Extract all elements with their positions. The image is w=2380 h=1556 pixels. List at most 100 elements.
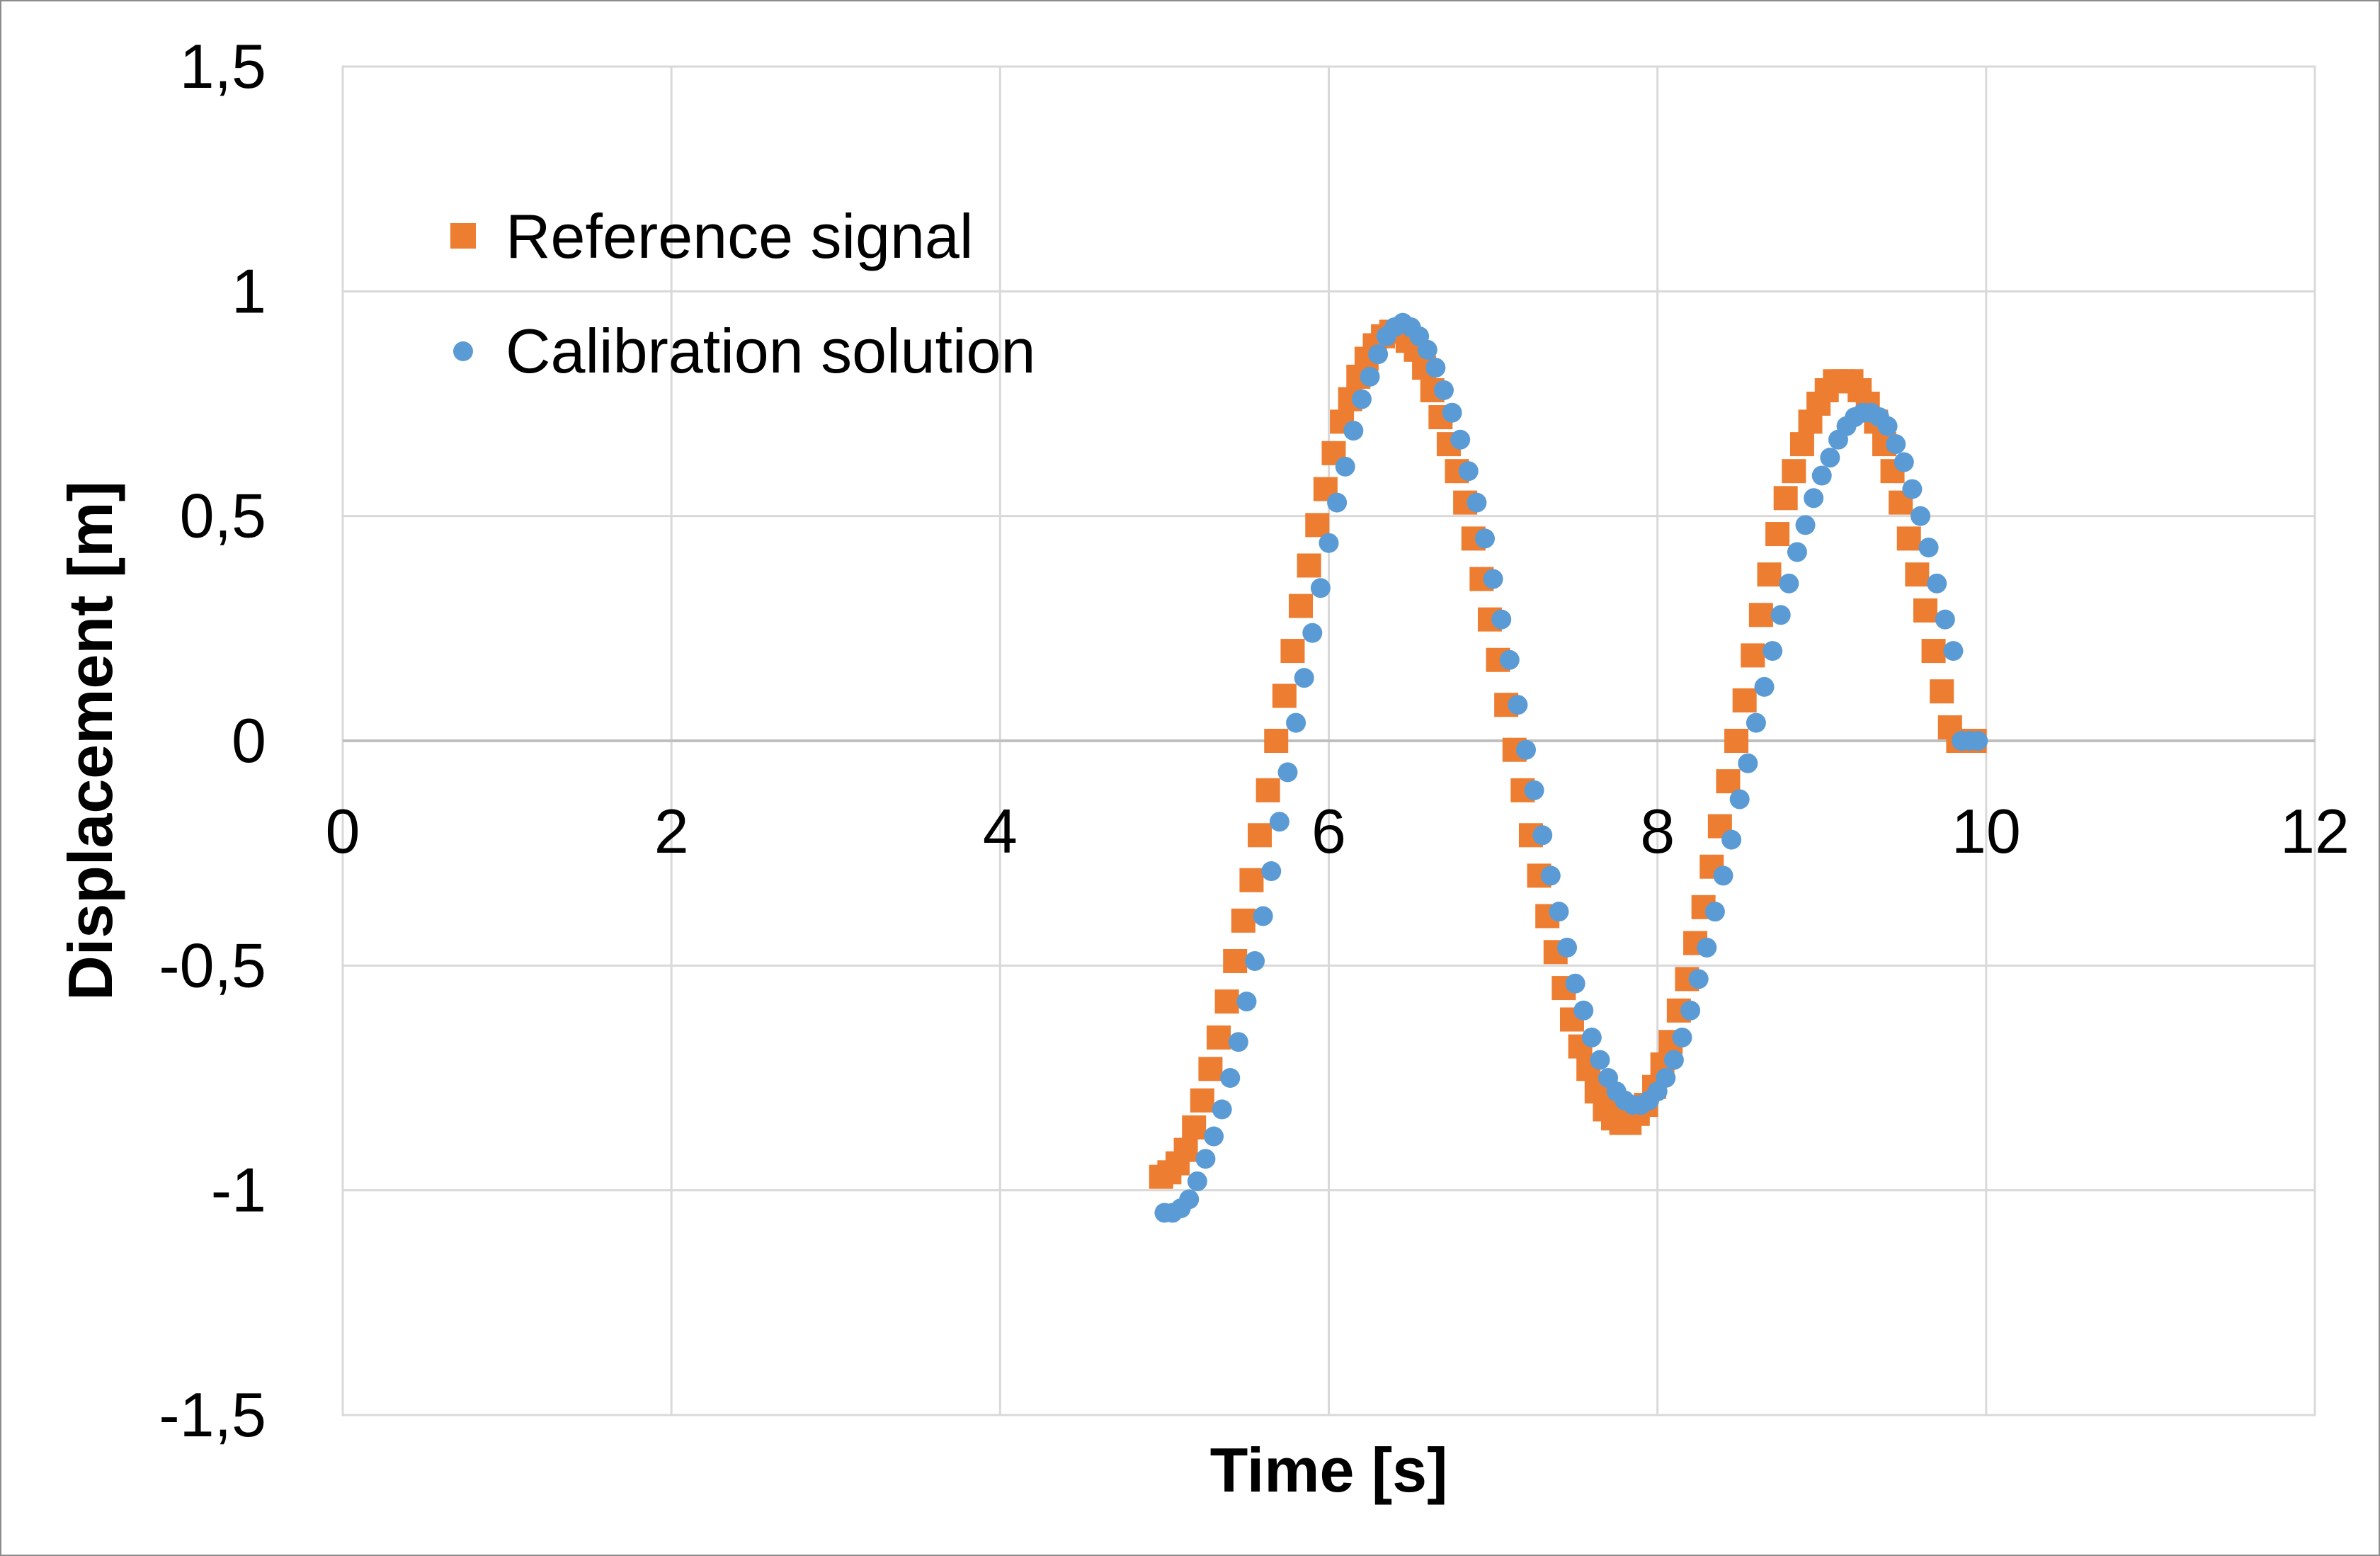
x-axis-title: Time [s] xyxy=(1210,1435,1448,1505)
calibration-solution-point xyxy=(1918,538,1939,558)
legend-swatch-calibration-solution xyxy=(453,341,473,361)
calibration-solution-point xyxy=(1688,969,1709,989)
reference-signal-point xyxy=(1248,823,1272,848)
calibration-solution-point xyxy=(1557,937,1578,958)
calibration-solution-point xyxy=(1927,573,1947,594)
calibration-solution-point xyxy=(1474,528,1495,549)
calibration-solution-point xyxy=(1425,358,1446,378)
calibration-solution-point xyxy=(1902,479,1923,499)
calibration-solution-point xyxy=(1820,448,1840,468)
calibration-solution-point xyxy=(1787,542,1807,562)
calibration-solution-point xyxy=(1672,1027,1692,1047)
calibration-solution-point xyxy=(1713,865,1733,886)
calibration-solution-point xyxy=(1746,712,1766,733)
y-tick-label: 1,5 xyxy=(180,31,266,101)
reference-signal-point xyxy=(1748,603,1773,627)
calibration-solution-point xyxy=(1433,380,1454,400)
reference-signal-point xyxy=(1716,769,1741,794)
x-tick-label: 0 xyxy=(326,796,360,866)
calibration-solution-point xyxy=(1763,641,1783,661)
calibration-solution-point xyxy=(1738,753,1758,773)
calibration-solution-point xyxy=(1804,488,1824,509)
legend-label-calibration-solution: Calibration solution xyxy=(506,316,1035,386)
calibration-solution-point xyxy=(1508,695,1528,715)
reference-signal-point xyxy=(1773,486,1798,511)
reference-signal-point xyxy=(1765,522,1790,547)
x-tick-label: 2 xyxy=(654,796,689,866)
reference-signal-point xyxy=(1724,729,1749,753)
calibration-solution-point xyxy=(1294,668,1314,688)
reference-signal-point xyxy=(1264,729,1289,753)
calibration-solution-point xyxy=(1327,492,1348,513)
reference-signal-point xyxy=(1732,688,1757,712)
calibration-solution-point xyxy=(1335,456,1355,477)
calibration-solution-point xyxy=(1540,865,1561,886)
calibration-solution-point xyxy=(1697,937,1717,958)
reference-signal-point xyxy=(1896,526,1921,551)
calibration-solution-point xyxy=(1680,1000,1701,1021)
x-tick-label: 12 xyxy=(2280,796,2350,866)
calibration-solution-point xyxy=(1499,649,1520,670)
reference-signal-point xyxy=(1305,513,1330,538)
calibration-solution-point xyxy=(1187,1171,1207,1191)
legend: Reference signal Calibration solution xyxy=(450,201,1035,386)
calibration-solution-point xyxy=(1195,1149,1216,1169)
reference-signal-point xyxy=(1272,683,1297,708)
reference-signal-point xyxy=(1930,679,1954,704)
reference-signal-point xyxy=(1913,598,1937,623)
calibration-solution-point xyxy=(1450,429,1471,450)
reference-signal-point xyxy=(1289,594,1314,618)
calibration-solution-point xyxy=(1467,492,1487,513)
calibration-solution-point xyxy=(1573,1000,1594,1021)
calibration-solution-point xyxy=(1253,906,1273,926)
calibration-solution-point xyxy=(1549,902,1569,922)
calibration-solution-point xyxy=(1565,973,1585,994)
calibration-solution-point xyxy=(1729,789,1750,810)
calibration-solution-point xyxy=(1581,1027,1602,1047)
calibration-solution-point xyxy=(1204,1126,1224,1147)
calibration-solution-point xyxy=(1516,739,1536,760)
y-tick-label: -1 xyxy=(211,1155,266,1225)
reference-signal-point xyxy=(1921,639,1946,664)
calibration-solution-point xyxy=(1220,1068,1241,1088)
reference-signal-point xyxy=(1190,1088,1214,1113)
calibration-solution-point xyxy=(1943,641,1964,661)
y-tick-label: 1 xyxy=(232,256,266,326)
calibration-solution-point xyxy=(1212,1099,1232,1120)
calibration-solution-point xyxy=(1319,533,1339,553)
calibration-solution-point xyxy=(1417,339,1437,360)
reference-signal-point xyxy=(1789,432,1814,457)
calibration-solution-point xyxy=(1491,609,1512,630)
calibration-solution-point xyxy=(1886,434,1906,455)
calibration-solution-point xyxy=(1770,605,1791,625)
calibration-solution-point xyxy=(1590,1050,1610,1070)
calibration-solution-point xyxy=(1524,780,1544,800)
calibration-solution-point xyxy=(1968,731,1988,751)
axes: 0 2 4 6 8 10 12 -1,5 -1 -0,5 0 0,5 1 1,5 xyxy=(159,31,2350,1450)
reference-signal-point xyxy=(1223,948,1248,973)
reference-signal-point xyxy=(1741,643,1765,668)
y-tick-label: -0,5 xyxy=(159,930,266,1000)
x-tick-label: 10 xyxy=(1952,796,2021,866)
calibration-solution-point xyxy=(1343,421,1364,441)
calibration-solution-point xyxy=(1236,992,1257,1012)
calibration-solution-point xyxy=(1179,1189,1200,1210)
data-series xyxy=(1149,312,1988,1223)
y-tick-label: 0 xyxy=(232,705,266,776)
legend-label-reference-signal: Reference signal xyxy=(506,201,973,271)
reference-signal-point xyxy=(1256,778,1280,802)
reference-signal-point xyxy=(1239,868,1264,892)
calibration-solution-point xyxy=(1351,389,1372,409)
calibration-solution-point xyxy=(1721,829,1742,850)
calibration-solution-point xyxy=(1245,950,1265,971)
legend-swatch-reference-signal xyxy=(450,223,476,249)
reference-signal-point xyxy=(1297,553,1321,578)
calibration-solution-point xyxy=(1663,1050,1684,1070)
calibration-solution-point xyxy=(1754,676,1775,697)
calibration-solution-point xyxy=(1269,812,1289,832)
reference-signal-point xyxy=(1757,562,1782,587)
calibration-solution-point xyxy=(1911,506,1930,526)
calibration-solution-point xyxy=(1310,578,1331,598)
calibration-solution-point xyxy=(1779,573,1799,594)
